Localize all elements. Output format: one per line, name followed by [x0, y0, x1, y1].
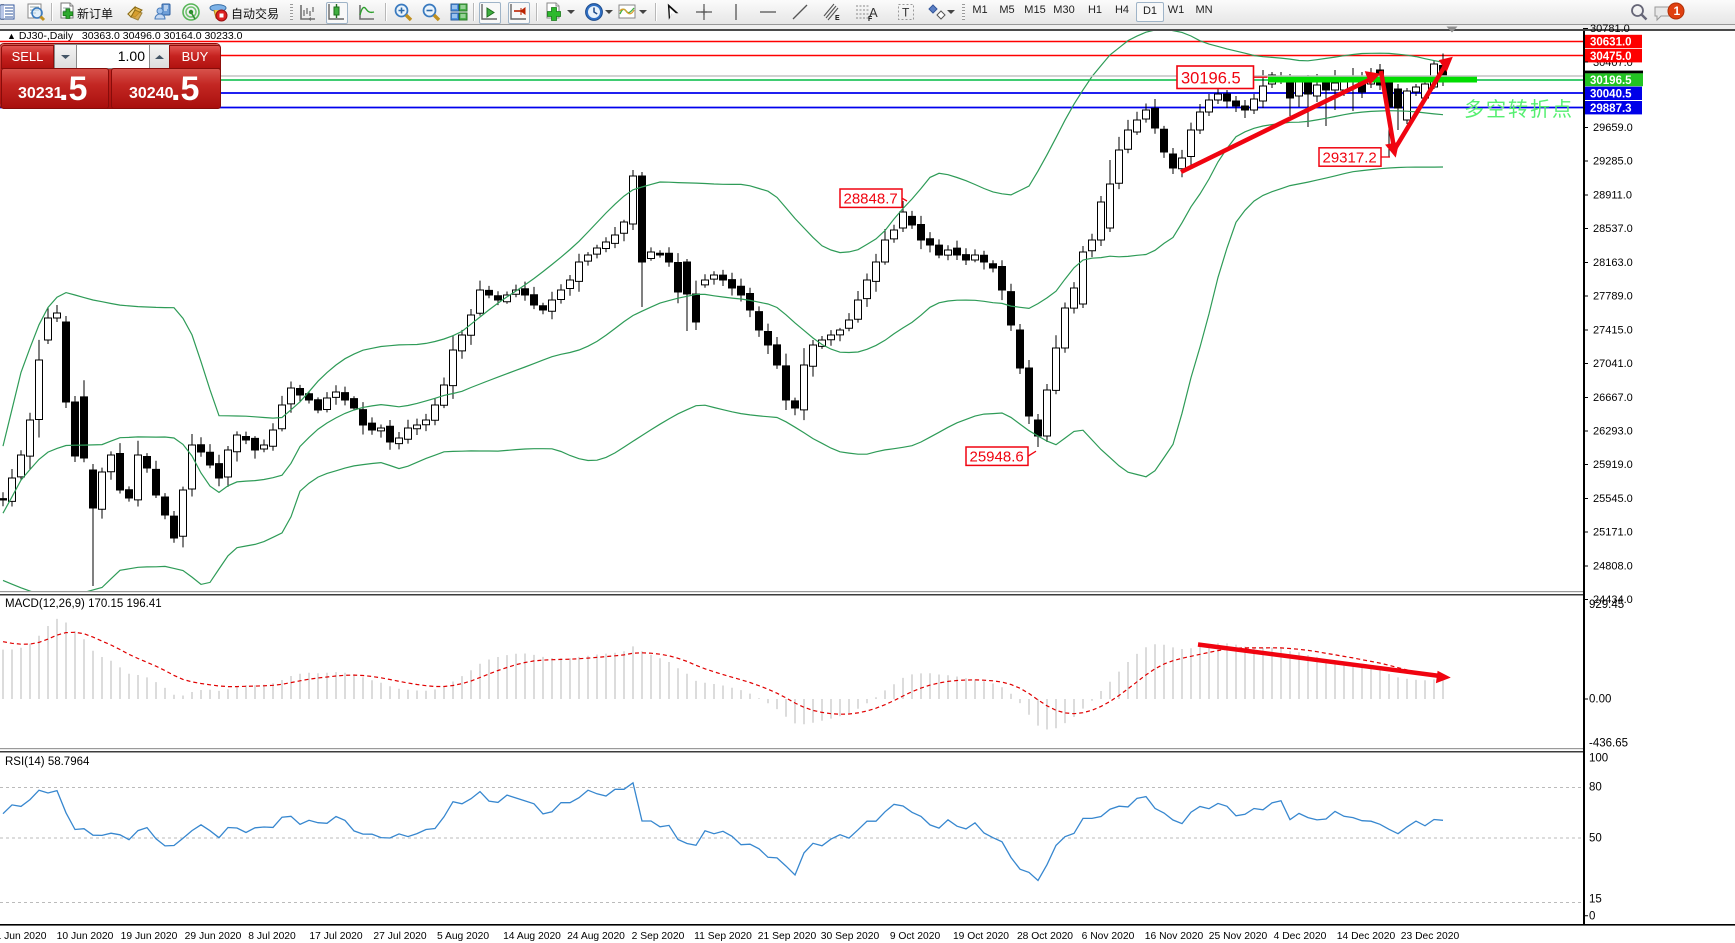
svg-text:25 Nov 2020: 25 Nov 2020 — [1209, 931, 1268, 942]
svg-text:30475.0: 30475.0 — [1590, 51, 1632, 63]
svg-text:25171.0: 25171.0 — [1593, 527, 1633, 539]
svg-text:10 Jun 2020: 10 Jun 2020 — [57, 931, 114, 942]
svg-text:24434.0: 24434.0 — [1593, 594, 1633, 606]
svg-text:29 Jun 2020: 29 Jun 2020 — [185, 931, 242, 942]
svg-text:14 Aug 2020: 14 Aug 2020 — [503, 931, 561, 942]
svg-text:0.00: 0.00 — [1589, 694, 1611, 706]
svg-text:29285.0: 29285.0 — [1593, 156, 1633, 168]
svg-text:27041.0: 27041.0 — [1593, 358, 1633, 370]
svg-text:50: 50 — [1589, 833, 1602, 845]
svg-text:29659.0: 29659.0 — [1593, 122, 1633, 134]
svg-text:-436.65: -436.65 — [1589, 738, 1628, 750]
svg-text:100: 100 — [1589, 753, 1608, 765]
svg-text:21 Sep 2020: 21 Sep 2020 — [758, 931, 817, 942]
svg-text:9 Oct 2020: 9 Oct 2020 — [890, 931, 941, 942]
svg-text:30040.5: 30040.5 — [1590, 88, 1632, 100]
svg-text:30781.0: 30781.0 — [1590, 23, 1630, 35]
svg-text:8 Jul 2020: 8 Jul 2020 — [248, 931, 296, 942]
svg-text:17 Jul 2020: 17 Jul 2020 — [309, 931, 363, 942]
svg-text:30196.5: 30196.5 — [1590, 75, 1632, 87]
svg-text:29887.3: 29887.3 — [1590, 103, 1632, 115]
svg-text:28 Oct 2020: 28 Oct 2020 — [1017, 931, 1073, 942]
svg-text:30196.5: 30196.5 — [1181, 70, 1241, 88]
svg-text:28537.0: 28537.0 — [1593, 223, 1633, 235]
svg-text:23 Dec 2020: 23 Dec 2020 — [1401, 931, 1460, 942]
svg-text:F: F — [868, 16, 873, 22]
svg-text:19 Jun 2020: 19 Jun 2020 — [121, 931, 178, 942]
svg-text:15: 15 — [1589, 894, 1602, 906]
svg-text:MACD(12,26,9) 170.15 196.41: MACD(12,26,9) 170.15 196.41 — [5, 598, 162, 610]
svg-text:29317.2: 29317.2 — [1323, 149, 1377, 166]
svg-text:25919.0: 25919.0 — [1593, 459, 1633, 471]
svg-text:27 Jul 2020: 27 Jul 2020 — [373, 931, 427, 942]
svg-text:929.45: 929.45 — [1589, 599, 1624, 611]
svg-text:5 Aug 2020: 5 Aug 2020 — [437, 931, 489, 942]
svg-text:14 Dec 2020: 14 Dec 2020 — [1337, 931, 1396, 942]
svg-text:27789.0: 27789.0 — [1593, 291, 1633, 303]
svg-text:16 Nov 2020: 16 Nov 2020 — [1145, 931, 1204, 942]
svg-text:28911.0: 28911.0 — [1593, 190, 1632, 202]
svg-text:24808.0: 24808.0 — [1593, 561, 1633, 573]
svg-text:19 Oct 2020: 19 Oct 2020 — [953, 931, 1009, 942]
svg-text:1: 1 — [1674, 4, 1681, 18]
svg-text:6 Nov 2020: 6 Nov 2020 — [1082, 931, 1135, 942]
svg-text:E: E — [835, 15, 840, 22]
svg-text:30631.0: 30631.0 — [1590, 37, 1632, 49]
svg-text:80: 80 — [1589, 782, 1602, 794]
svg-text:T: T — [902, 6, 910, 20]
svg-text:4 Dec 2020: 4 Dec 2020 — [1274, 931, 1327, 942]
svg-text:28163.0: 28163.0 — [1593, 257, 1633, 269]
svg-text:30 Sep 2020: 30 Sep 2020 — [821, 931, 880, 942]
svg-text:0: 0 — [1589, 911, 1595, 923]
svg-text:RSI(14) 58.7964: RSI(14) 58.7964 — [5, 756, 90, 768]
svg-text:2 Sep 2020: 2 Sep 2020 — [632, 931, 685, 942]
svg-text:11 Sep 2020: 11 Sep 2020 — [694, 931, 752, 942]
svg-text:28848.7: 28848.7 — [844, 191, 898, 208]
svg-text:25948.6: 25948.6 — [970, 449, 1024, 466]
svg-text:1 Jun 2020: 1 Jun 2020 — [0, 931, 47, 942]
svg-text:26667.0: 26667.0 — [1593, 392, 1633, 404]
svg-text:24 Aug 2020: 24 Aug 2020 — [567, 931, 625, 942]
svg-text:25545.0: 25545.0 — [1593, 493, 1633, 505]
svg-text:27415.0: 27415.0 — [1593, 325, 1633, 337]
svg-text:多空转折点: 多空转折点 — [1464, 98, 1574, 121]
svg-text:26293.0: 26293.0 — [1593, 426, 1633, 438]
